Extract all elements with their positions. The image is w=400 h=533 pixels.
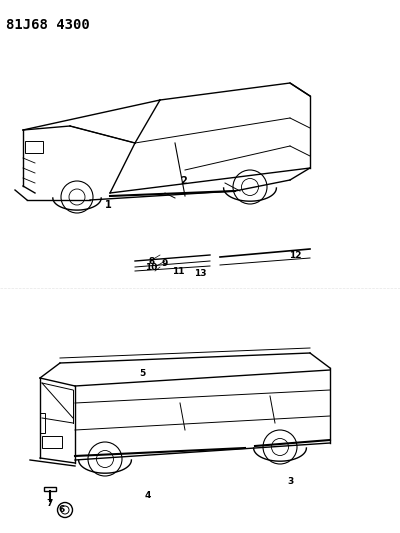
Text: 2: 2 — [180, 176, 187, 186]
Text: 10: 10 — [145, 262, 157, 271]
Text: 3: 3 — [287, 477, 293, 486]
Text: 11: 11 — [172, 266, 184, 276]
Text: 8: 8 — [149, 256, 155, 265]
Text: 5: 5 — [139, 368, 145, 377]
Text: 81J68 4300: 81J68 4300 — [6, 18, 90, 32]
Text: 4: 4 — [145, 491, 151, 500]
Text: 1: 1 — [105, 200, 112, 210]
Text: 7: 7 — [47, 498, 53, 507]
Text: 13: 13 — [194, 269, 206, 278]
Text: 12: 12 — [289, 251, 301, 260]
Bar — [25, 141, 43, 153]
Bar — [40, 413, 45, 433]
Text: 6: 6 — [59, 505, 65, 514]
Bar — [44, 487, 56, 491]
Bar — [42, 436, 62, 448]
Text: 9: 9 — [162, 260, 168, 269]
